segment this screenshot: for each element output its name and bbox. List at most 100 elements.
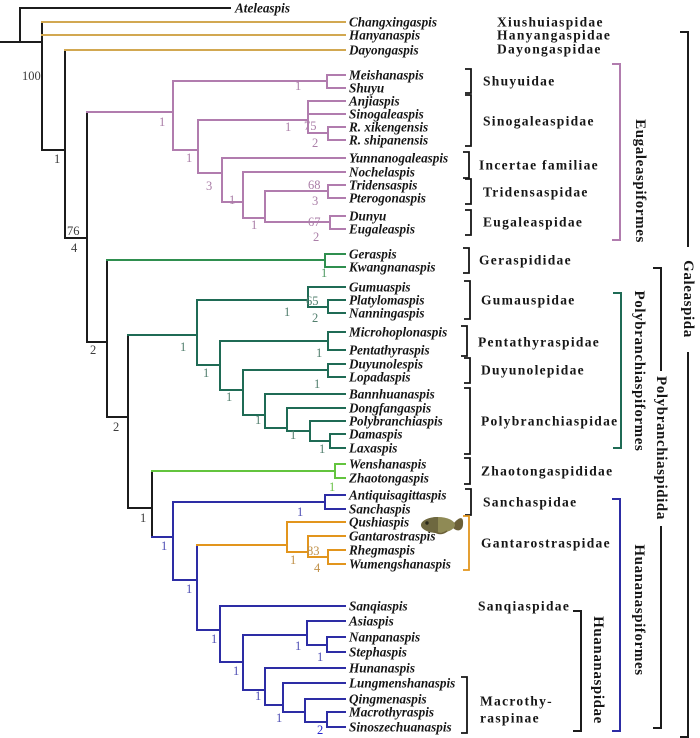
taxon-label-damaspis: Damaspis [348,427,403,442]
taxon-label-dongfangaspis: Dongfangaspis [348,401,431,416]
node-support-value: 1 [317,650,323,664]
taxon-label-r-shipanensis: R. shipanensis [348,133,428,148]
taxon-label-polybranchiaspis: Polybranchiaspis [349,414,443,429]
node-support-value: 1 [251,218,257,232]
taxon-label-asiaspis: Asiaspis [348,614,394,629]
taxon-label-ateleaspis: Ateleaspis [234,1,290,16]
node-support-value: 2 [312,311,318,325]
node-support-value: 1 [186,151,192,165]
family-bracket-sinogaleaspidae [465,94,472,147]
taxon-label-meishanaspis: Meishanaspis [348,68,424,83]
taxon-label-r-xikengensis: R. xikengensis [348,120,428,135]
taxon-label-dayongaspis: Dayongaspis [348,43,419,58]
clade-label-eugaleaspiformes: Eugaleaspiformes [632,119,648,243]
family-bracket-zhaotongaspididae [464,457,471,485]
taxon-label-yunnanogaleaspis: Yunnanogaleaspis [349,151,448,166]
clade-label-polybranchiaspiformes: Polybranchiaspiformes [631,291,647,452]
node-support-value: 68 [308,178,321,192]
fish-fin [433,530,448,535]
taxon-label-stephaspis: Stephaspis [349,645,407,660]
family-label-gumauspidae: Gumauspidae [481,293,576,308]
node-support-value: 2 [113,420,119,434]
taxon-label-wenshanaspis: Wenshanaspis [349,457,426,472]
node-support-value: 3 [312,194,318,208]
node-support-value: 1 [255,689,261,703]
taxon-label-qushiaspis: Qushiaspis [349,515,409,530]
family-bracket-tridensaspidae [465,178,472,205]
family-label-polybranchiaspidae: Polybranchiaspidae [481,414,618,429]
taxon-label-eugaleaspis: Eugaleaspis [348,222,415,237]
family-bracket-duyunolepidae [464,357,471,384]
node-support-value: 1 [314,377,320,391]
taxon-label-shuyu: Shuyu [349,81,384,96]
family-label-macrothyraspinae: raspinae [480,711,540,726]
taxon-label-nanpanaspis: Nanpanaspis [348,630,420,645]
node-support-value: 1 [297,505,303,519]
taxon-label-zhaotongaspis: Zhaotongaspis [348,471,429,486]
taxon-label-changxingaspis: Changxingaspis [349,15,437,30]
taxon-label-macrothyraspis: Macrothyraspis [348,705,434,720]
fish-eye [425,521,429,525]
node-support-value: 1 [54,152,60,166]
taxon-label-hanyanaspis: Hanyanaspis [348,28,420,43]
node-support-value: 2 [317,723,323,737]
node-support-value: 1 [321,266,327,280]
family-label-sanchaspidae: Sanchaspidae [483,495,577,510]
node-support-value: 1 [159,115,165,129]
taxon-label-duyunolespis: Duyunolespis [348,357,423,372]
family-label-duyunolepidae: Duyunolepidae [481,363,585,378]
node-support-value: 1 [290,428,296,442]
node-support-value: 1 [186,582,192,596]
node-support-value: 1 [233,664,239,678]
taxon-label-tridensaspis: Tridensaspis [349,178,417,193]
taxon-label-qingmenaspis: Qingmenaspis [349,692,427,707]
taxon-label-wumengshanaspis: Wumengshanaspis [349,557,451,572]
family-bracket-eugaleaspidae [465,209,472,236]
node-support-value: 4 [314,561,321,575]
node-support-value: 83 [307,544,320,558]
node-support-value: 67 [308,215,321,229]
family-bracket-incertae-familiae [463,151,470,179]
node-support-value: 1 [319,442,325,456]
clade-bracket-polybranchiaspidida [653,267,662,729]
node-support-value: 1 [229,193,235,207]
taxon-label-hunanaspis: Hunanaspis [348,661,415,676]
clade-label-huananaspiformes: Huananaspiformes [631,544,647,675]
clade-label-huananaspidae: Huananaspidae [590,616,606,724]
node-support-value: 2 [313,230,319,244]
taxon-label-anjiaspis: Anjiaspis [348,94,400,109]
family-label-incertae-familiae: Incertae familiae [479,158,599,173]
node-support-value: 65 [306,294,319,308]
taxon-label-sanchaspis: Sanchaspis [349,502,411,517]
clade-label-galeaspida: Galeaspida [680,260,696,338]
family-bracket-polybranchiaspidae [464,387,471,455]
node-support-value: 4 [71,241,78,255]
taxon-label-antiquisagittaspis: Antiquisagittaspis [348,488,446,503]
taxon-label-nochelaspis: Nochelaspis [348,165,415,180]
node-support-value: 76 [67,224,80,238]
family-label-xiushuiaspidae: Xiushuiaspidae [497,15,604,30]
clade-label-polybranchiaspidida: Polybranchiaspidida [653,376,669,520]
taxon-label-gumuaspis: Gumuaspis [349,280,411,295]
node-support-value: 100 [22,69,41,83]
taxon-label-kwangnanaspis: Kwangnanaspis [348,260,436,275]
clade-bracket-galeaspida [680,31,689,738]
taxon-label-gantarostraspis: Gantarostraspis [349,529,435,544]
taxon-label-laxaspis: Laxaspis [348,441,397,456]
node-support-value: 1 [226,390,232,404]
family-label-pentathyraspidae: Pentathyraspidae [478,335,600,350]
family-bracket-sanchaspidae [465,488,472,516]
taxon-label-pterogonaspis: Pterogonaspis [349,191,426,206]
taxon-label-sanqiaspis: Sanqiaspis [349,599,408,614]
node-support-value: 1 [295,639,301,653]
node-support-value: 2 [90,343,96,357]
taxon-label-dunyu: Dunyu [348,209,386,224]
node-support-value: 1 [211,632,217,646]
clade-bracket-eugaleaspiformes [612,63,621,241]
family-bracket-macrothyraspinae [461,676,468,734]
family-label-zhaotongaspididae: Zhaotongaspididae [481,464,613,479]
family-label-dayongaspidae: Dayongaspidae [497,42,602,57]
taxon-label-microhoplonaspis: Microhoplonaspis [348,325,447,340]
node-support-value: 75 [304,119,317,133]
